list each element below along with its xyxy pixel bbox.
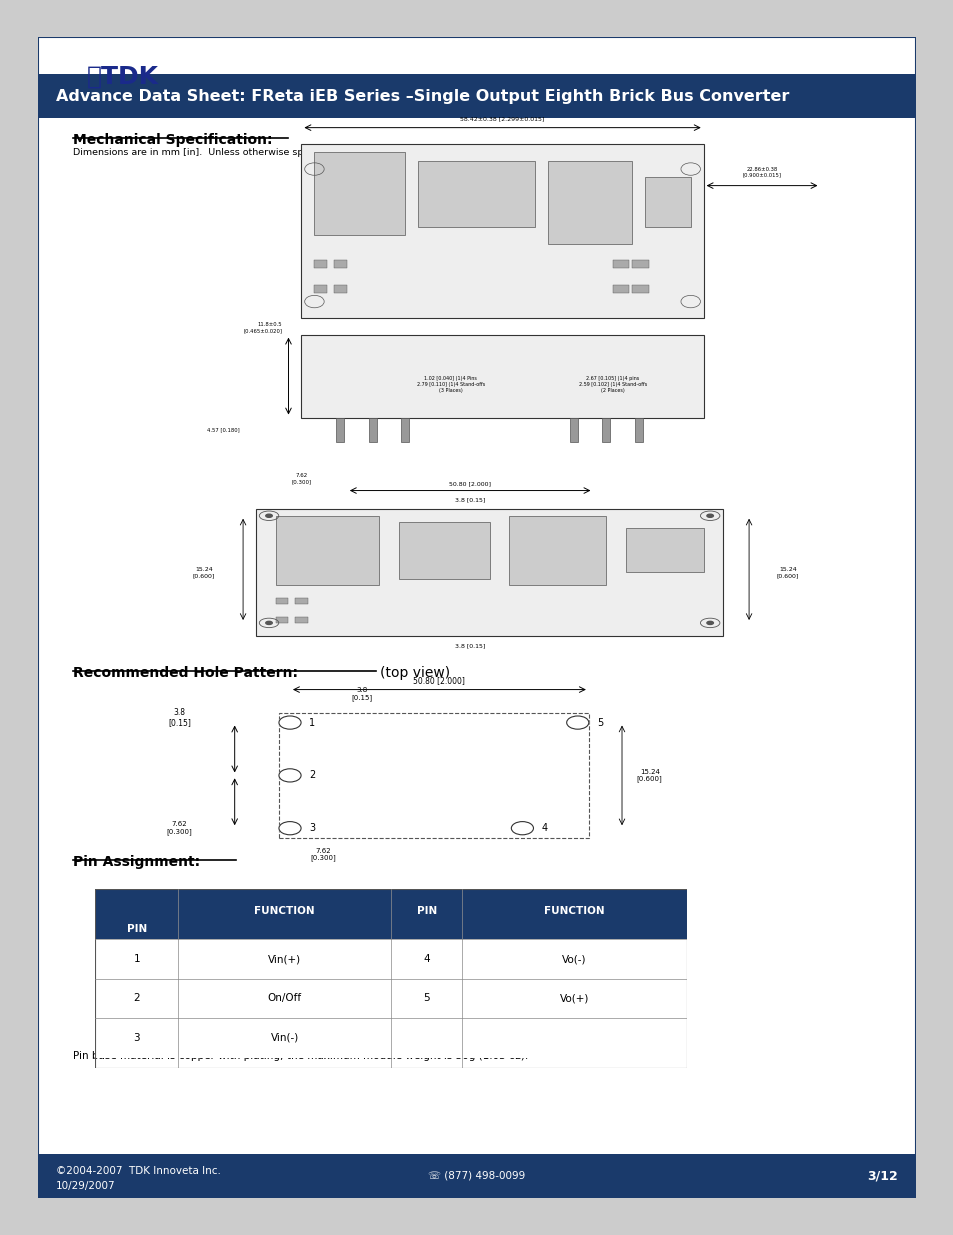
Bar xyxy=(334,261,347,268)
Text: ©2004-2007  TDK Innoveta Inc.: ©2004-2007 TDK Innoveta Inc. xyxy=(55,1166,220,1176)
Text: 1: 1 xyxy=(309,718,315,727)
Bar xyxy=(612,261,628,268)
Bar xyxy=(644,178,690,227)
Circle shape xyxy=(706,621,713,625)
Text: 2: 2 xyxy=(309,771,315,781)
Bar xyxy=(95,940,686,978)
Text: [0.15]: [0.15] xyxy=(351,694,372,701)
Text: On/Off: On/Off xyxy=(268,993,301,1003)
Bar xyxy=(602,417,610,442)
Circle shape xyxy=(266,621,272,625)
Bar xyxy=(95,889,686,940)
Bar xyxy=(314,152,405,236)
Bar xyxy=(632,261,648,268)
Text: 50.80 [2.000]: 50.80 [2.000] xyxy=(449,480,491,485)
Text: PIN: PIN xyxy=(127,924,147,934)
Bar xyxy=(547,161,632,243)
Bar xyxy=(635,417,642,442)
Bar xyxy=(336,417,344,442)
Text: Mechanical Specification:: Mechanical Specification: xyxy=(73,133,273,147)
Text: Vin(-): Vin(-) xyxy=(271,1032,298,1042)
Text: 15.24
[0.600]: 15.24 [0.600] xyxy=(193,567,215,578)
Text: Vo(+): Vo(+) xyxy=(559,993,589,1003)
Circle shape xyxy=(278,768,301,782)
Bar xyxy=(401,417,409,442)
Text: 3.8 [0.15]: 3.8 [0.15] xyxy=(455,496,485,501)
Text: 3/12: 3/12 xyxy=(866,1170,898,1182)
Bar xyxy=(334,285,347,293)
Text: 11.8±0.5
[0.465±0.020]: 11.8±0.5 [0.465±0.020] xyxy=(243,322,282,333)
Text: PIN: PIN xyxy=(416,905,436,915)
Text: 50.80 [2.000]: 50.80 [2.000] xyxy=(413,676,465,684)
Bar xyxy=(275,516,379,585)
Text: 3.8: 3.8 xyxy=(356,687,367,693)
Text: 7.62
[0.300]: 7.62 [0.300] xyxy=(291,473,312,484)
Bar xyxy=(314,261,327,268)
Text: Recommended Hole Pattern:: Recommended Hole Pattern: xyxy=(73,666,298,680)
Text: 1: 1 xyxy=(133,955,140,965)
Bar xyxy=(417,161,535,227)
Bar xyxy=(398,522,489,579)
Text: 5: 5 xyxy=(597,718,602,727)
Circle shape xyxy=(511,821,533,835)
Text: Vin(+): Vin(+) xyxy=(268,955,301,965)
Text: 7.62
[0.300]: 7.62 [0.300] xyxy=(310,847,335,862)
Bar xyxy=(294,616,308,622)
Text: ⓉTDK: ⓉTDK xyxy=(87,64,158,89)
Text: Pin base material is copper with plating; the maximum module weight is 30g (1.05: Pin base material is copper with plating… xyxy=(73,1051,528,1061)
Bar xyxy=(294,598,308,604)
Text: 15.24
[0.600]: 15.24 [0.600] xyxy=(637,768,661,782)
Text: 7.62
[0.300]: 7.62 [0.300] xyxy=(167,821,192,835)
Bar xyxy=(612,285,628,293)
Bar xyxy=(570,417,578,442)
Text: 58.42±0.38 [2.299±0.015]: 58.42±0.38 [2.299±0.015] xyxy=(460,116,544,121)
Text: 10/29/2007: 10/29/2007 xyxy=(55,1182,115,1192)
Text: 5: 5 xyxy=(423,993,430,1003)
Text: FUNCTION: FUNCTION xyxy=(543,905,604,915)
Bar xyxy=(275,616,288,622)
Text: Vo(-): Vo(-) xyxy=(561,955,586,965)
Bar xyxy=(301,335,703,417)
Text: 2.67 [0.105] (1)4 pins
2.59 [0.102] (1)4 Stand-offs
(2 Places): 2.67 [0.105] (1)4 pins 2.59 [0.102] (1)4… xyxy=(578,377,646,393)
Text: 3: 3 xyxy=(133,1032,140,1042)
Bar xyxy=(38,1153,915,1198)
Text: 4: 4 xyxy=(423,955,430,965)
Text: ☏ (877) 498-0099: ☏ (877) 498-0099 xyxy=(428,1171,525,1181)
Text: 22.86±0.38
[0.900±0.015]: 22.86±0.38 [0.900±0.015] xyxy=(741,167,781,178)
Circle shape xyxy=(278,716,301,729)
Bar xyxy=(509,516,606,585)
Bar xyxy=(255,510,722,636)
Text: [0.15]: [0.15] xyxy=(168,718,191,727)
Text: 2: 2 xyxy=(133,993,140,1003)
Text: 1.02 [0.040] (1)4 Pins
2.79 [0.110] (1)4 Stand-offs
(3 Places): 1.02 [0.040] (1)4 Pins 2.79 [0.110] (1)4… xyxy=(416,377,484,393)
Circle shape xyxy=(566,716,588,729)
Bar xyxy=(278,713,588,839)
Text: Advance Data Sheet: FReta iEB Series –Single Output Eighth Brick Bus Converter: Advance Data Sheet: FReta iEB Series –Si… xyxy=(55,89,788,104)
Bar xyxy=(632,285,648,293)
Bar xyxy=(314,285,327,293)
Text: Pin Assignment:: Pin Assignment: xyxy=(73,856,200,869)
Text: 15.24
[0.600]: 15.24 [0.600] xyxy=(776,567,799,578)
Bar xyxy=(275,598,288,604)
Text: 3.8: 3.8 xyxy=(173,708,185,718)
Circle shape xyxy=(706,514,713,517)
Bar xyxy=(301,144,703,319)
Bar xyxy=(38,74,915,119)
Text: 3.8 [0.15]: 3.8 [0.15] xyxy=(455,643,485,648)
Circle shape xyxy=(266,514,272,517)
Bar xyxy=(95,978,686,1018)
Bar xyxy=(625,529,703,573)
Text: 4: 4 xyxy=(541,824,547,834)
Text: Dimensions are in mm [in].  Unless otherwise specified tolerances are: x.x ± 0.5: Dimensions are in mm [in]. Unless otherw… xyxy=(73,148,639,158)
Text: 3: 3 xyxy=(309,824,315,834)
Bar xyxy=(95,1018,686,1057)
Bar xyxy=(369,417,376,442)
Text: 4.57 [0.180]: 4.57 [0.180] xyxy=(207,427,240,432)
Circle shape xyxy=(278,821,301,835)
Text: FUNCTION: FUNCTION xyxy=(254,905,314,915)
Text: (top view): (top view) xyxy=(380,666,450,680)
